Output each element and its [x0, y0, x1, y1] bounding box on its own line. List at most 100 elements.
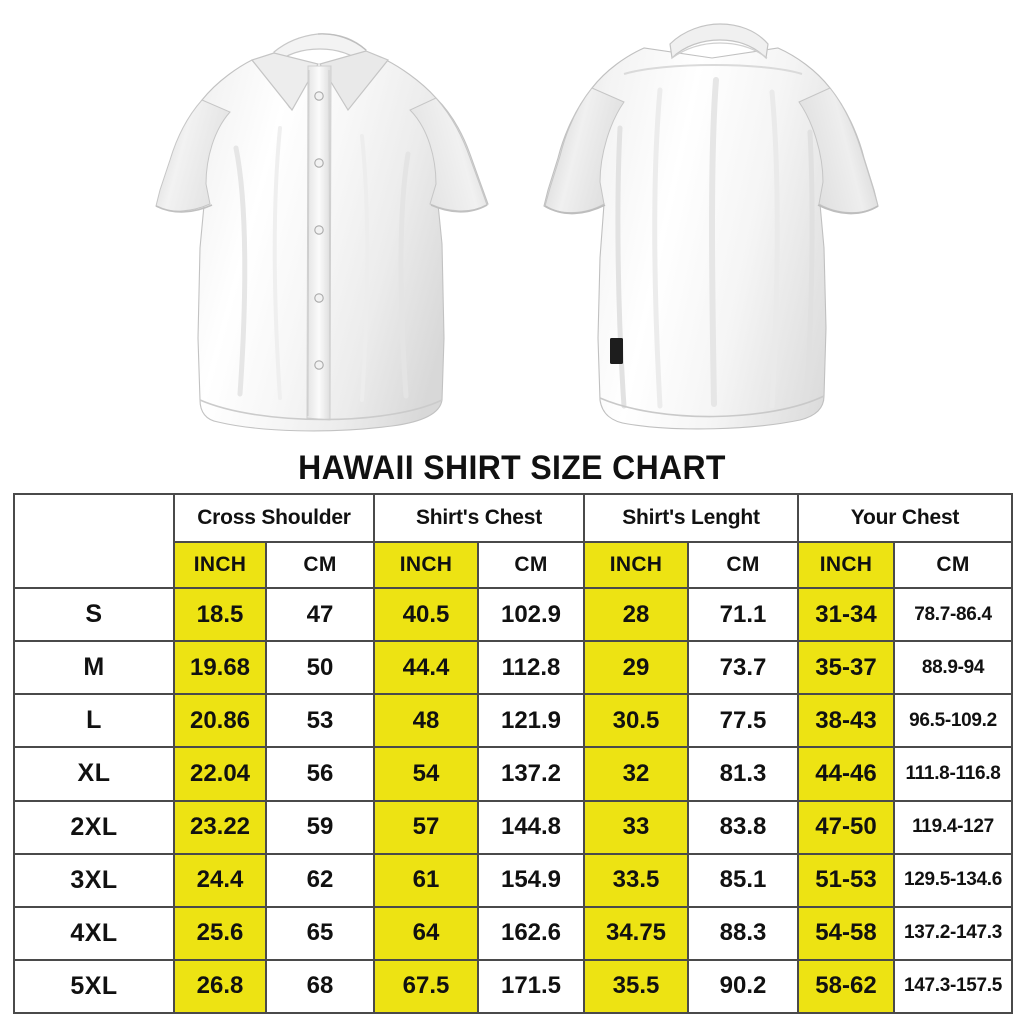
cell-your-chest-inch: 44-46 — [797, 746, 895, 802]
shirt-back-view — [520, 8, 905, 440]
header-unit-row: INCH CM INCH CM INCH CM INCH CM — [14, 541, 1013, 589]
cell-shirts-length-cm: 83.8 — [687, 799, 799, 855]
header-group-shirts-length: Shirt's Lenght — [583, 493, 799, 543]
size-chart-table-wrapper: Cross Shoulder Shirt's Chest Shirt's Len… — [13, 493, 1013, 1015]
cell-cross-shoulder-cm: 53 — [265, 693, 375, 749]
table-row: 5XL 26.8 68 67.5 171.5 35.5 90.2 58-62 147.3-157… — [13, 958, 1013, 1015]
cell-cross-shoulder-inch: 19.68 — [173, 640, 267, 696]
size-label-5xl: 5XL — [13, 958, 175, 1015]
cell-shirts-chest-cm: 171.5 — [477, 958, 585, 1015]
cell-your-chest-cm: 111.8-116.8 — [893, 746, 1013, 802]
cell-shirts-chest-inch: 40.5 — [373, 586, 479, 643]
cell-shirts-length-inch: 28 — [583, 586, 689, 643]
size-label-m: M — [13, 640, 175, 696]
cell-shirts-length-cm: 73.7 — [687, 640, 799, 696]
cell-cross-shoulder-inch: 24.4 — [173, 852, 267, 908]
cell-shirts-chest-inch: 57 — [373, 799, 479, 855]
cell-shirts-chest-inch: 48 — [373, 693, 479, 749]
header-unit-shirts-length-inch: INCH — [583, 541, 689, 589]
size-label-3xl: 3XL — [13, 852, 175, 908]
cell-shirts-chest-inch: 67.5 — [373, 958, 479, 1015]
cell-shirts-chest-cm: 162.6 — [477, 905, 585, 961]
header-unit-shirts-length-cm: CM — [687, 541, 799, 589]
cell-shirts-length-cm: 90.2 — [687, 958, 799, 1015]
header-unit-your-chest-cm: CM — [893, 541, 1013, 589]
cell-shirts-chest-inch: 44.4 — [373, 640, 479, 696]
header-group-shirts-chest: Shirt's Chest — [373, 493, 585, 543]
cell-your-chest-cm: 137.2-147.3 — [893, 905, 1013, 961]
size-label-s: S — [13, 586, 175, 643]
cell-shirts-length-cm: 81.3 — [687, 746, 799, 802]
cell-your-chest-cm: 147.3-157.5 — [893, 958, 1013, 1015]
cell-shirts-chest-inch: 64 — [373, 905, 479, 961]
cell-shirts-length-inch: 33 — [583, 799, 689, 855]
cell-shirts-chest-cm: 121.9 — [477, 693, 585, 749]
cell-shirts-length-inch: 34.75 — [583, 905, 689, 961]
brand-tag — [610, 338, 623, 364]
cell-shirts-length-cm: 77.5 — [687, 693, 799, 749]
cell-your-chest-inch: 31-34 — [797, 586, 895, 643]
cell-shirts-chest-cm: 102.9 — [477, 586, 585, 643]
cell-your-chest-cm: 78.7-86.4 — [893, 586, 1013, 643]
header-unit-shirts-chest-cm: CM — [477, 541, 585, 589]
cell-shirts-length-inch: 30.5 — [583, 693, 689, 749]
header-corner-cell — [13, 493, 175, 589]
cell-shirts-length-inch: 33.5 — [583, 852, 689, 908]
cell-your-chest-inch: 51-53 — [797, 852, 895, 908]
table-row: 2XL 23.22 59 57 144.8 33 83.8 47-50 119.4-127 — [13, 799, 1013, 855]
cell-your-chest-cm: 129.5-134.6 — [893, 852, 1013, 908]
header-unit-shirts-chest-inch: INCH — [373, 541, 479, 589]
header-group-your-chest: Your Chest — [797, 493, 1013, 543]
table-row: S 18.5 47 40.5 102.9 28 71.1 31-34 78.7-86.4 — [13, 586, 1013, 643]
table-body: S 18.5 47 40.5 102.9 28 71.1 31-34 78.7-86.4 M 19.… — [13, 586, 1013, 1015]
header-unit-cross-shoulder-inch: INCH — [173, 541, 267, 589]
table-row: 3XL 24.4 62 61 154.9 33.5 85.1 51-53 129.5-134.6 — [13, 852, 1013, 908]
table-row: XL 22.04 56 54 137.2 32 81.3 44-46 111.8-116.8 — [13, 746, 1013, 802]
cell-shirts-length-inch: 29 — [583, 640, 689, 696]
cell-cross-shoulder-cm: 68 — [265, 958, 375, 1015]
table-row: 4XL 25.6 65 64 162.6 34.75 88.3 54-58 137.2-147.… — [13, 905, 1013, 961]
cell-cross-shoulder-cm: 56 — [265, 746, 375, 802]
cell-shirts-length-cm: 85.1 — [687, 852, 799, 908]
page-title: HAWAII SHIRT SIZE CHART — [298, 449, 726, 487]
cell-shirts-chest-cm: 154.9 — [477, 852, 585, 908]
header-group-row: Cross Shoulder Shirt's Chest Shirt's Len… — [13, 493, 1013, 589]
cell-shirts-length-inch: 32 — [583, 746, 689, 802]
cell-shirts-chest-cm: 144.8 — [477, 799, 585, 855]
header-unit-cross-shoulder-cm: CM — [265, 541, 375, 589]
cell-shirts-length-cm: 88.3 — [687, 905, 799, 961]
cell-cross-shoulder-cm: 65 — [265, 905, 375, 961]
cell-your-chest-inch: 54-58 — [797, 905, 895, 961]
size-chart-table: Cross Shoulder Shirt's Chest Shirt's Len… — [13, 493, 1013, 1015]
cell-shirts-length-inch: 35.5 — [583, 958, 689, 1015]
size-label-l: L — [13, 693, 175, 749]
cell-cross-shoulder-inch: 18.5 — [173, 586, 267, 643]
size-label-2xl: 2XL — [13, 799, 175, 855]
cell-cross-shoulder-inch: 25.6 — [173, 905, 267, 961]
cell-shirts-chest-cm: 112.8 — [477, 640, 585, 696]
cell-your-chest-inch: 47-50 — [797, 799, 895, 855]
cell-cross-shoulder-inch: 26.8 — [173, 958, 267, 1015]
cell-cross-shoulder-inch: 20.86 — [173, 693, 267, 749]
cell-cross-shoulder-cm: 47 — [265, 586, 375, 643]
header-unit-your-chest-inch: INCH — [797, 541, 895, 589]
cell-your-chest-inch: 38-43 — [797, 693, 895, 749]
table-row: L 20.86 53 48 121.9 30.5 77.5 38-43 96.5-109.2 — [13, 693, 1013, 749]
cell-shirts-chest-inch: 54 — [373, 746, 479, 802]
cell-your-chest-inch: 35-37 — [797, 640, 895, 696]
cell-shirts-chest-cm: 137.2 — [477, 746, 585, 802]
table-row: M 19.68 50 44.4 112.8 29 73.7 35-37 88.9-94 — [13, 640, 1013, 696]
cell-cross-shoulder-inch: 22.04 — [173, 746, 267, 802]
cell-shirts-chest-inch: 61 — [373, 852, 479, 908]
size-label-xl: XL — [13, 746, 175, 802]
shirt-front-view — [140, 8, 510, 440]
cell-cross-shoulder-cm: 59 — [265, 799, 375, 855]
cell-your-chest-cm: 119.4-127 — [893, 799, 1013, 855]
cell-your-chest-cm: 96.5-109.2 — [893, 693, 1013, 749]
cell-shirts-length-cm: 71.1 — [687, 586, 799, 643]
header-group-cross-shoulder: Cross Shoulder — [173, 493, 375, 543]
shirt-illustrations — [0, 0, 1024, 445]
cell-cross-shoulder-inch: 23.22 — [173, 799, 267, 855]
cell-your-chest-cm: 88.9-94 — [893, 640, 1013, 696]
